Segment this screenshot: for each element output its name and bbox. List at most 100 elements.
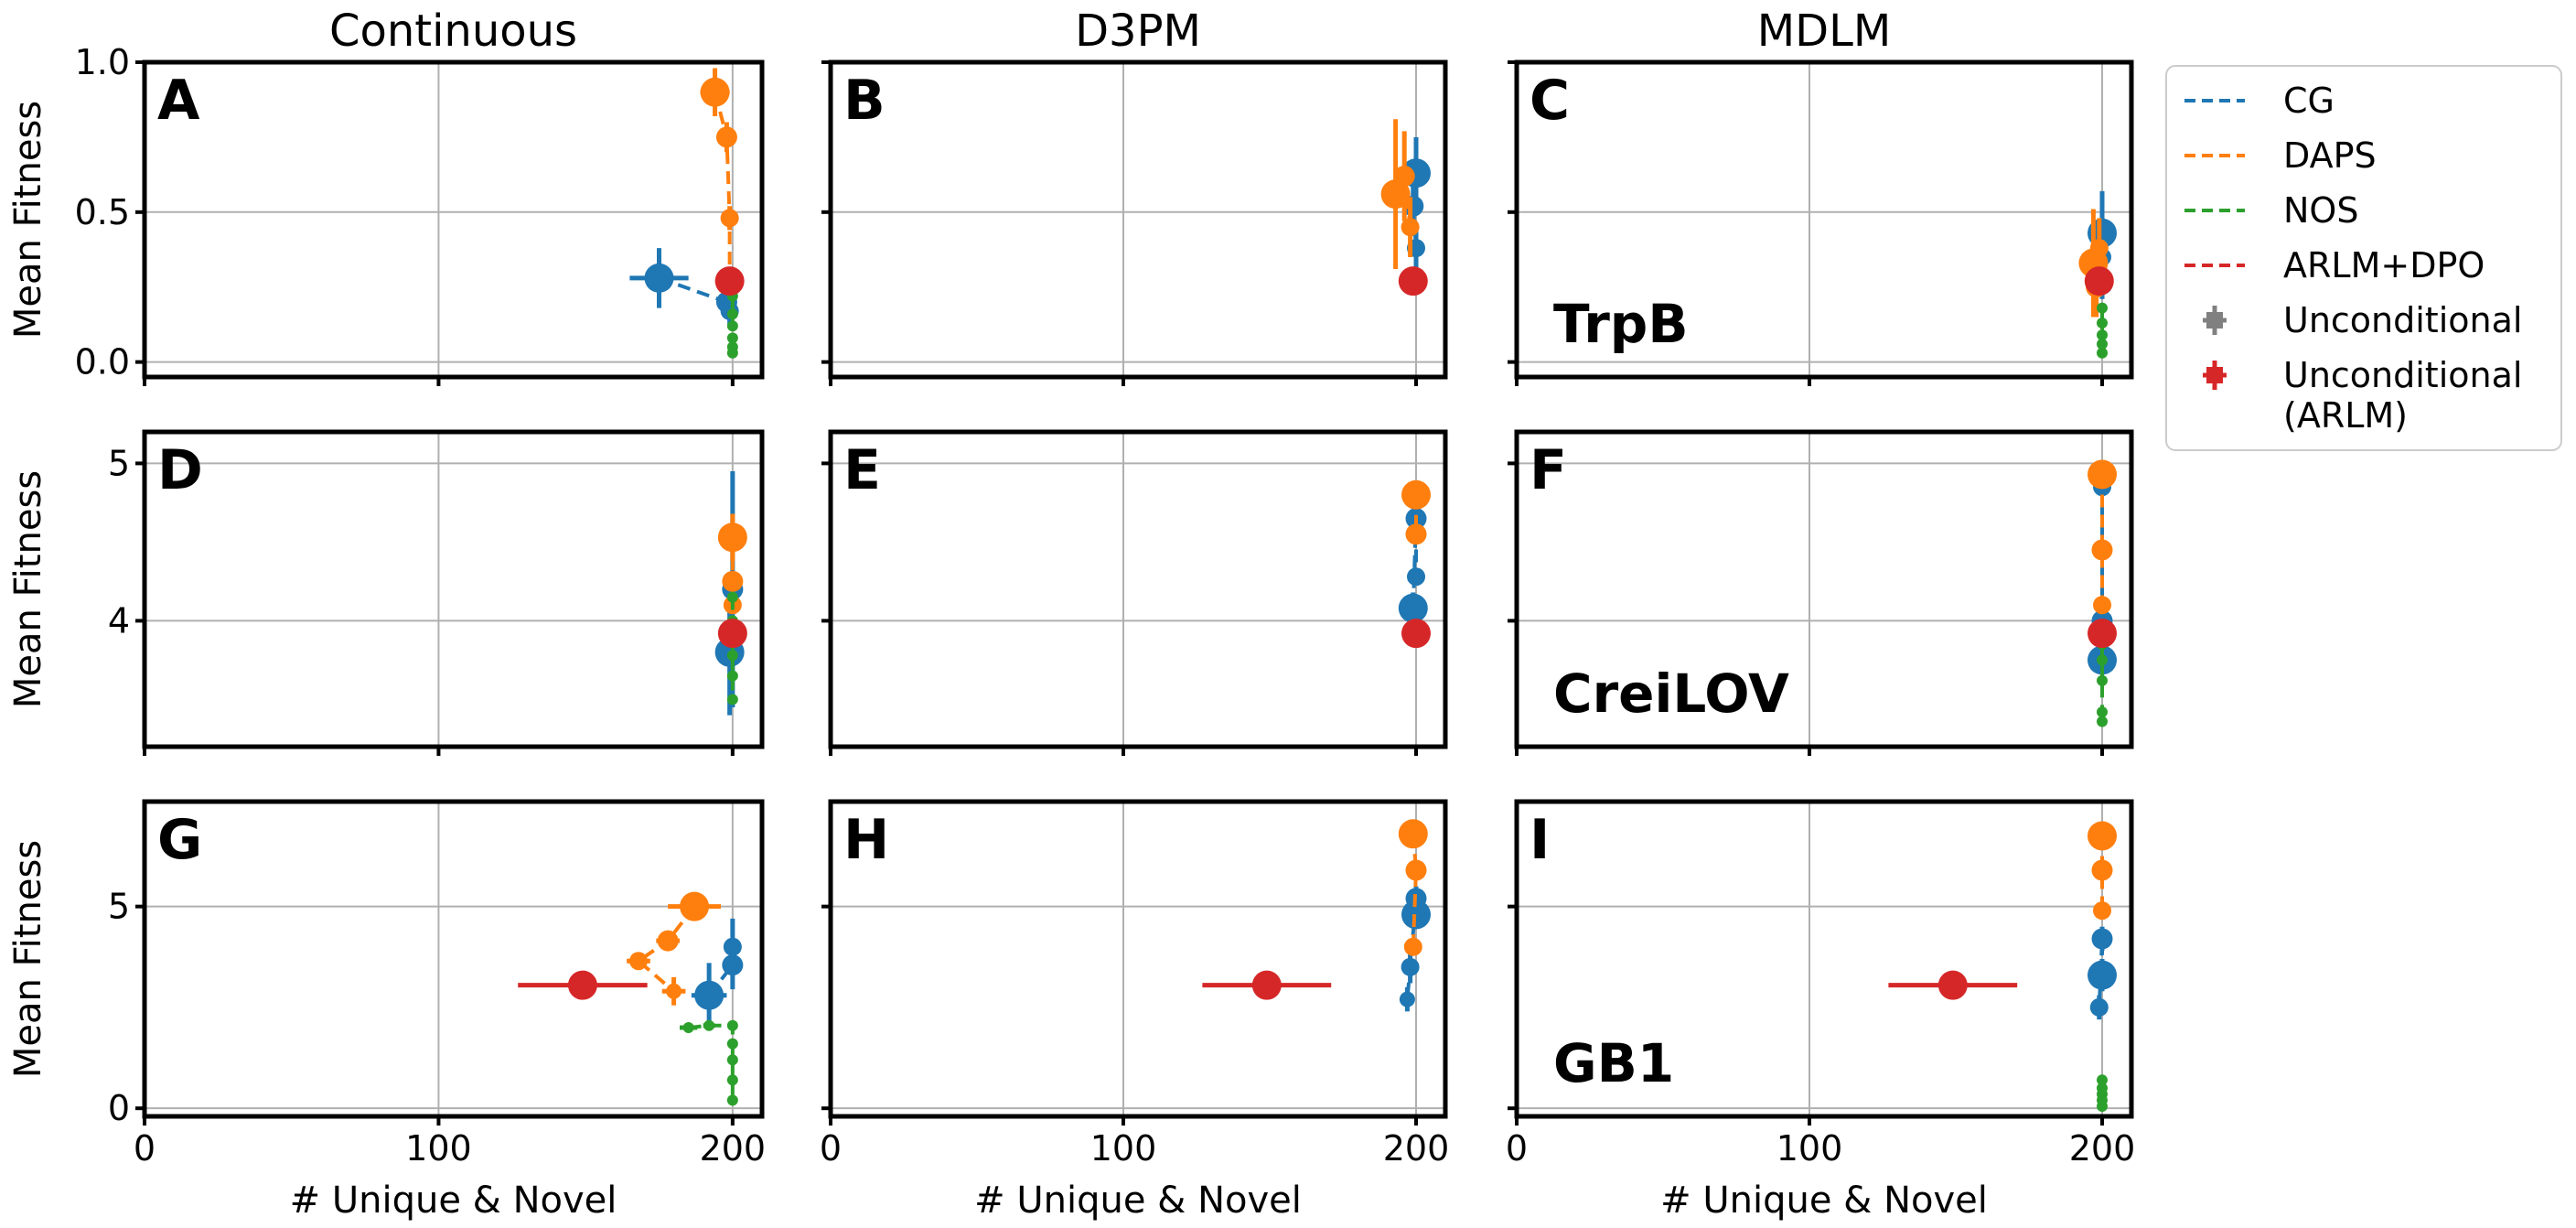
data-point-unconditional (arlm)	[717, 619, 747, 649]
panel-letter: I	[1530, 808, 1550, 872]
data-point-nos	[726, 670, 738, 682]
data-point-daps	[657, 930, 679, 952]
data-point-nos	[2097, 1074, 2108, 1086]
data-point-daps	[1405, 859, 1427, 881]
panel-letter: A	[157, 69, 200, 133]
panel-I: 0 100 200 I # Unique & Novel GB1	[1506, 799, 2135, 1222]
legend: CG DAPS NOS ARLM+DPO Unconditional Unconditio…	[2165, 65, 2562, 451]
data-point-cg	[2088, 960, 2117, 990]
data-point-nos	[726, 591, 738, 603]
y-axis-label: Mean Fitness	[7, 470, 49, 708]
data-point-daps	[2088, 821, 2117, 851]
data-point-daps	[680, 891, 710, 921]
data-point-nos	[726, 1094, 738, 1106]
series-line-daps	[635, 905, 696, 993]
y-tick-label: 0.5	[75, 192, 130, 232]
protein-label: GB1	[1553, 1032, 1674, 1094]
y-axis-label: Mean Fitness	[7, 840, 49, 1078]
data-point-nos	[2097, 1100, 2108, 1112]
panel-D: 4 5 D Mean Fitness	[7, 429, 765, 756]
data-point-cg	[1401, 957, 1420, 976]
data-point-daps	[2091, 859, 2113, 881]
legend-label: NOS	[2283, 190, 2358, 231]
panel-H: 0 100 200 H # Unique & Novel	[820, 799, 1449, 1222]
data-point-nos	[2097, 716, 2108, 727]
x-tick-label: 0	[820, 1128, 842, 1169]
data-point-daps	[722, 570, 744, 592]
x-tick-label: 100	[405, 1128, 472, 1169]
legend-swatch-marker	[2206, 367, 2223, 383]
data-point-daps	[720, 209, 739, 228]
panel-A: 0.0 0.5 1.0 A Continuous Mean Fitness	[7, 5, 765, 386]
data-point-daps	[1398, 819, 1428, 849]
data-point-nos	[726, 1074, 738, 1086]
y-tick-label: 0.0	[75, 342, 130, 382]
data-point-daps	[1393, 165, 1415, 187]
legend-label: CG	[2283, 81, 2334, 121]
axes-frame	[1514, 429, 2134, 749]
panel-F: F CreiLOV	[1508, 429, 2134, 756]
panel-B: B D3PM	[821, 5, 1448, 386]
legend-label: DAPS	[2283, 135, 2377, 176]
panel-G: 0 100 200 0 5G Mean Fitness # Unique & Novel	[7, 799, 767, 1222]
legend-label-line: ARLM+DPO	[2283, 245, 2485, 285]
data-point-nos	[2097, 706, 2108, 718]
legend-label-line: Unconditional	[2283, 300, 2522, 340]
panel-letter: G	[157, 808, 202, 872]
data-point-daps	[629, 952, 648, 971]
data-point-cg	[1407, 567, 1425, 587]
data-point-daps	[717, 522, 747, 553]
column-title: D3PM	[1075, 5, 1201, 57]
panel-letter: H	[843, 808, 889, 872]
data-point-cg	[2089, 997, 2109, 1017]
legend-label-line: NOS	[2283, 190, 2358, 231]
data-point-daps	[2093, 596, 2111, 615]
data-point-daps	[2088, 459, 2117, 490]
data-point-daps	[700, 77, 730, 107]
data-point-unconditional (arlm)	[714, 266, 745, 296]
x-tick-label: 200	[700, 1128, 767, 1169]
data-point-daps	[2091, 539, 2113, 561]
series-line-nos	[688, 1023, 735, 1101]
panel-letter: B	[843, 69, 886, 133]
data-point-cg	[2091, 928, 2113, 950]
legend-label: ARLM+DPO	[2283, 245, 2485, 285]
data-point-daps	[1401, 479, 1431, 510]
data-point-daps	[1405, 523, 1427, 545]
panel-letter: D	[157, 438, 203, 502]
data-point-nos	[682, 1021, 694, 1033]
data-point-nos	[2097, 338, 2108, 350]
data-point-nos	[2097, 329, 2108, 341]
data-point-nos	[726, 347, 738, 359]
data-point-unconditional (arlm)	[1401, 619, 1431, 649]
y-tick-label: 0	[108, 1088, 130, 1128]
column-title: MDLM	[1757, 5, 1892, 57]
data-point-nos	[726, 694, 738, 706]
y-tick-label: 1.0	[75, 42, 130, 82]
x-tick-label: 100	[1776, 1128, 1843, 1169]
protein-label: TrpB	[1553, 293, 1689, 355]
protein-label: CreiLOV	[1553, 662, 1789, 725]
data-point-nos	[2097, 654, 2108, 666]
x-tick-label: 0	[134, 1128, 156, 1169]
data-point-daps	[2093, 901, 2111, 921]
data-point-daps	[2089, 239, 2109, 258]
data-point-nos	[726, 332, 738, 344]
data-point-unconditional (arlm)	[2084, 266, 2114, 296]
panel-letter: F	[1530, 438, 1567, 502]
data-point-cg	[644, 263, 674, 293]
data-point-cg	[1399, 991, 1415, 1007]
axes-frame	[828, 799, 1448, 1119]
legend-swatch-marker	[2206, 312, 2223, 329]
data-point-unconditional (arlm)	[2088, 619, 2117, 649]
data-point-daps	[715, 126, 737, 148]
axes-frame	[828, 59, 1448, 380]
data-point-nos	[2097, 302, 2108, 314]
data-point-cg	[723, 937, 742, 956]
legend-label-line: CG	[2283, 81, 2334, 121]
data-point-nos	[726, 1038, 738, 1050]
legend-label: Unconditional (ARLM)	[2283, 355, 2522, 436]
legend-label-line: (ARLM)	[2283, 395, 2408, 436]
data-point-daps	[1401, 218, 1420, 237]
